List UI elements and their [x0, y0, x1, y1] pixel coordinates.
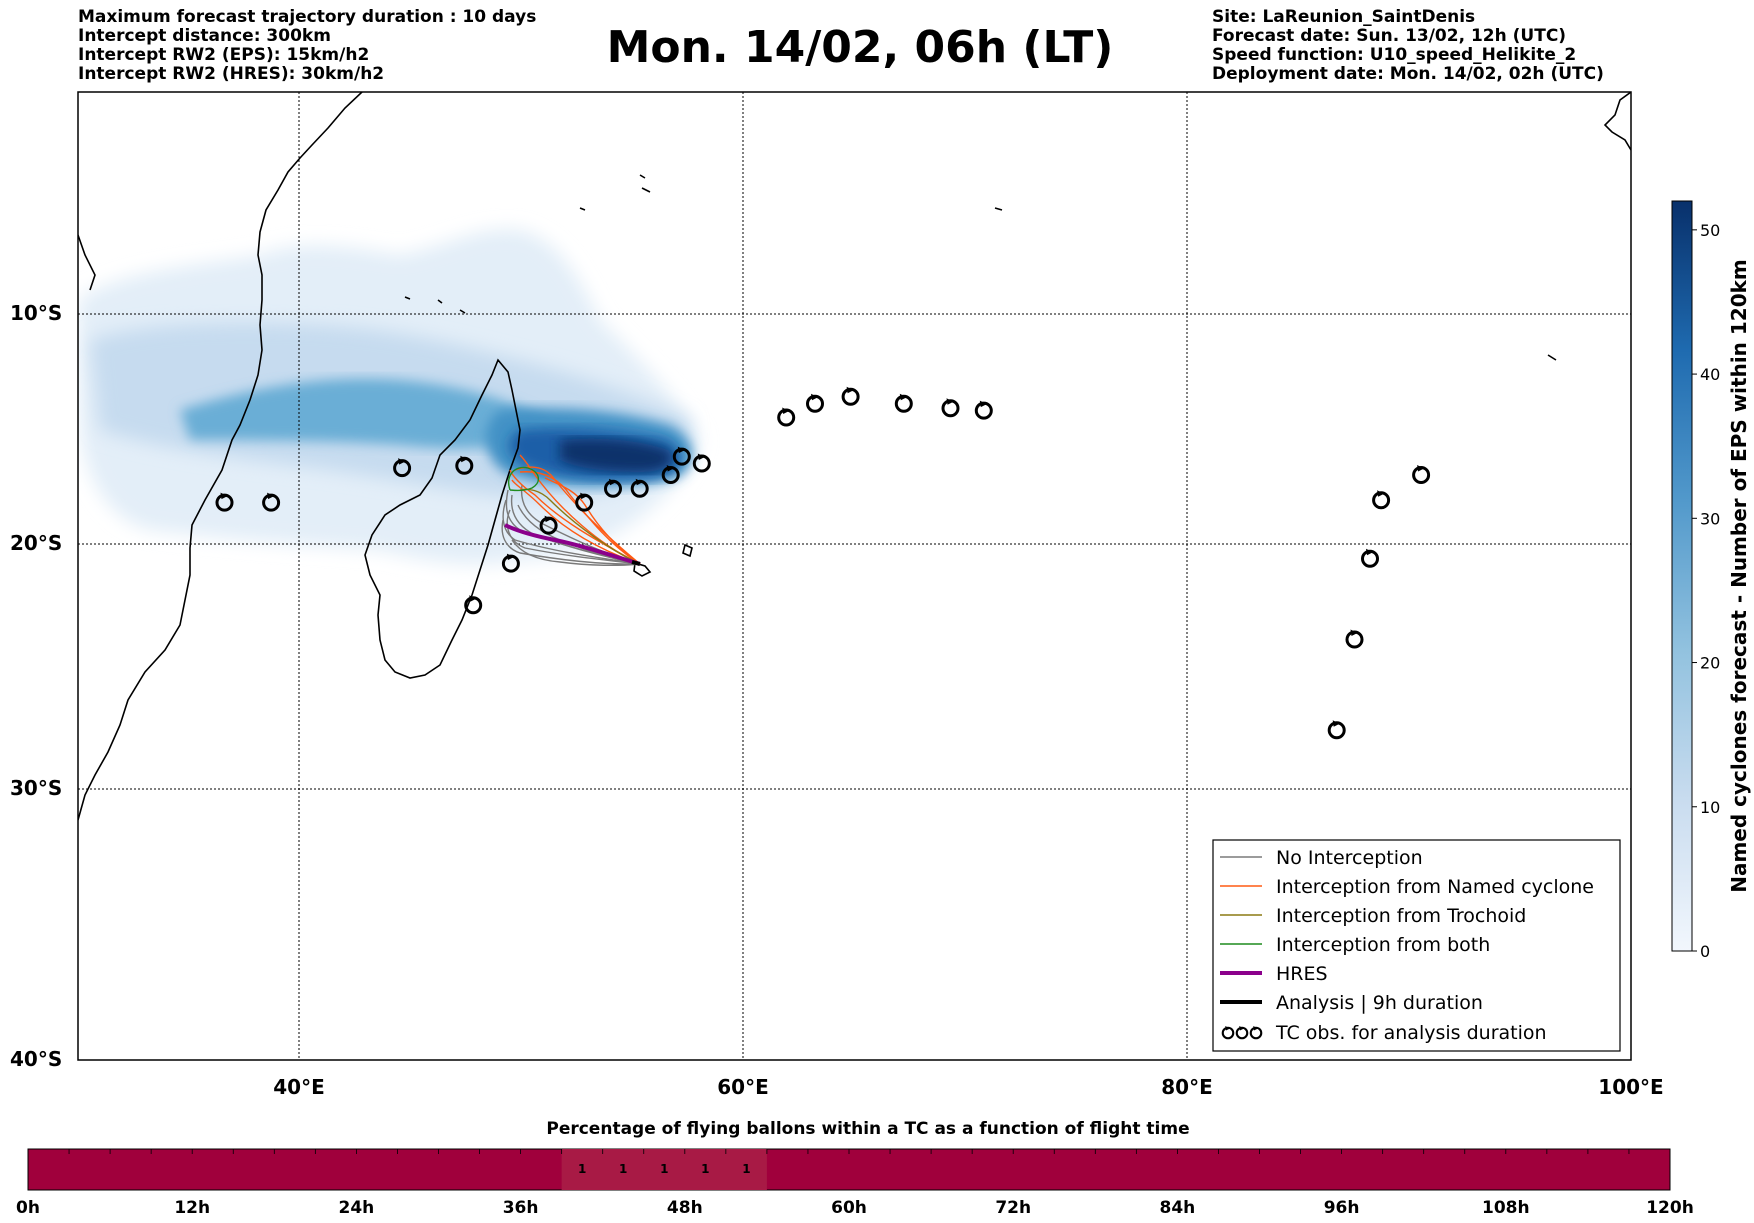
africa-coastline: [78, 92, 363, 821]
flight-time-cell-value: 1: [742, 1162, 750, 1176]
flight-time-tick-label: 0h: [16, 1198, 40, 1218]
header-right-info: Site: LaReunion_SaintDenis Forecast date…: [1212, 8, 1604, 84]
reunion-coastline: [633, 561, 652, 577]
map-axis-labels: 10°S 20°S 30°S 40°S 40°E 60°E 80°E 100°E: [10, 301, 1664, 1099]
colorbar-label: Named cyclones forecast - Number of EPS …: [1727, 259, 1751, 893]
flight-time-tick-label: 96h: [1324, 1198, 1360, 1218]
intercept-hres-line: Intercept RW2 (HRES): 30km/h2: [78, 64, 385, 84]
lat-label-40s: 40°S: [10, 1047, 62, 1071]
flight-time-bar-background: [27, 1148, 1671, 1191]
legend-label-both: Interception from both: [1276, 934, 1490, 956]
trochoid-interceptions: [519, 488, 641, 565]
legend-label-named-cyclone: Interception from Named cyclone: [1276, 876, 1594, 898]
flight-time-tick-label: 108h: [1482, 1198, 1530, 1218]
flight-time-bar: Percentage of flying ballons within a TC…: [16, 1119, 1694, 1218]
legend-label-trochoid: Interception from Trochoid: [1276, 905, 1526, 927]
colorbar-tick-label: 40: [1700, 365, 1720, 384]
colorbar: 0 10 20 30 40 50 Named cyclones forecast - Nu…: [1671, 200, 1751, 961]
africa-horn-coastline: [78, 234, 96, 291]
intercept-distance-line: Intercept distance: 300km: [78, 26, 331, 46]
australia-coastline: [1603, 92, 1631, 151]
forecast-date-line: Forecast date: Sun. 13/02, 12h (UTC): [1212, 26, 1567, 46]
flight-time-bar-values: 1 1 1 1 1: [578, 1162, 751, 1176]
flight-time-tick-label: 48h: [667, 1198, 703, 1218]
colorbar-tick-label: 30: [1700, 509, 1720, 528]
colorbar-tick-label: 50: [1700, 221, 1720, 240]
mauritius-coastline: [682, 543, 693, 558]
lat-label-10s: 10°S: [10, 301, 62, 325]
colorbar-tick-label: 10: [1700, 798, 1720, 817]
site-line: Site: LaReunion_SaintDenis: [1212, 7, 1476, 27]
madagascar-coastline: [364, 358, 521, 679]
colorbar-tick-label: 20: [1700, 654, 1720, 673]
flight-time-cell-value: 1: [619, 1162, 627, 1176]
seychelles-islets: [579, 174, 1557, 361]
deployment-date-line: Deployment date: Mon. 14/02, 02h (UTC): [1212, 64, 1604, 84]
intercept-eps-line: Intercept RW2 (EPS): 15km/h2: [78, 45, 370, 65]
speed-function-line: Speed function: U10_speed_Helikite_2: [1212, 45, 1577, 65]
map-legend: No Interception Interception from Named …: [1212, 839, 1621, 1052]
both-interceptions: [508, 466, 539, 492]
lat-label-30s: 30°S: [10, 776, 62, 800]
legend-label-hres: HRES: [1276, 963, 1328, 985]
flight-time-cell-value: 1: [660, 1162, 668, 1176]
page-title: Mon. 14/02, 06h (LT): [606, 22, 1114, 73]
flight-time-bar-highlight: [561, 1149, 767, 1190]
legend-label-no-interception: No Interception: [1276, 847, 1423, 869]
lon-label-100e: 100°E: [1598, 1075, 1663, 1099]
coastlines: [78, 92, 1631, 821]
flight-time-tick-label: 72h: [995, 1198, 1031, 1218]
flight-time-cell-value: 1: [578, 1162, 586, 1176]
flight-time-tick-label: 36h: [503, 1198, 539, 1218]
flight-time-bar-ticks: 0h 12h 24h 36h 48h 60h 72h 84h 96h 108h 120h: [16, 1149, 1694, 1218]
lon-label-80e: 80°E: [1161, 1075, 1213, 1099]
legend-label-analysis: Analysis | 9h duration: [1276, 992, 1483, 1014]
lon-label-60e: 60°E: [717, 1075, 769, 1099]
eps-density-field: [78, 229, 700, 565]
flight-time-bar-title: Percentage of flying ballons within a TC…: [546, 1119, 1189, 1139]
flight-time-tick-label: 60h: [831, 1198, 867, 1218]
flight-time-cell-value: 1: [701, 1162, 709, 1176]
colorbar-gradient: [1671, 200, 1693, 952]
flight-time-tick-label: 12h: [174, 1198, 210, 1218]
flight-time-tick-label: 24h: [339, 1198, 375, 1218]
colorbar-ticks: 0 10 20 30 40 50: [1692, 221, 1720, 961]
lon-label-40e: 40°E: [273, 1075, 325, 1099]
trajectory-bundle: [501, 454, 641, 567]
flight-time-tick-label: 120h: [1646, 1198, 1694, 1218]
map-panel: [77, 91, 1632, 1061]
analysis-trajectory: [631, 560, 641, 566]
colorbar-tick-label: 0: [1700, 942, 1710, 961]
comoros-coastline: [404, 296, 466, 314]
lat-label-20s: 20°S: [10, 531, 62, 555]
max-duration-line: Maximum forecast trajectory duration : 1…: [78, 7, 537, 27]
flight-time-tick-label: 84h: [1160, 1198, 1196, 1218]
legend-label-tc-obs: TC obs. for analysis duration: [1275, 1022, 1547, 1044]
map-gridlines: [78, 92, 1631, 1060]
hres-trajectory: [504, 523, 641, 566]
header-left-info: Maximum forecast trajectory duration : 1…: [78, 8, 536, 84]
